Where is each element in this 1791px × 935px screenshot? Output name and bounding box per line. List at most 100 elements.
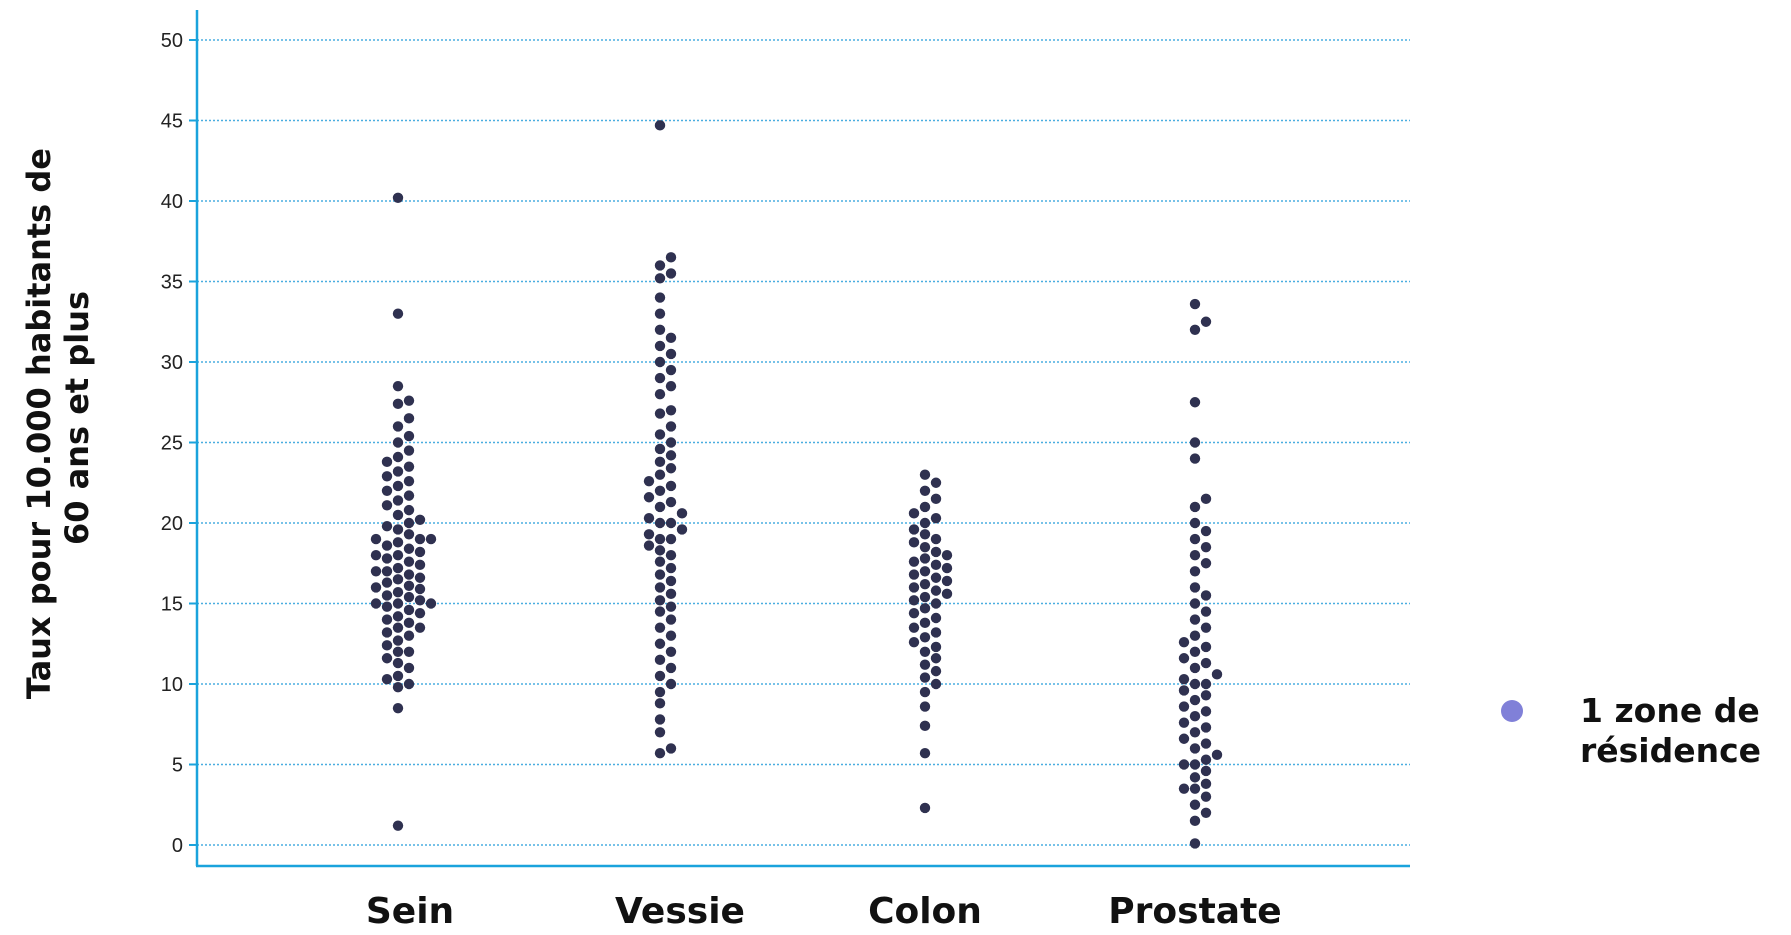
data-point-sein [392,437,404,448]
data-point-colon [919,529,931,540]
data-point-colon [919,541,931,553]
data-point-colon [919,469,931,480]
data-point-prostate [1200,738,1212,749]
data-point-sein [403,662,415,674]
data-point-sein [403,604,415,616]
y-tick-label: 5 [172,755,183,777]
data-point-sein [370,598,382,609]
data-point-sein [403,580,415,591]
data-point-sein [403,591,415,603]
data-point-colon [930,477,942,488]
data-point-colon [908,556,920,567]
data-point-prostate [1211,749,1223,761]
data-point-sein [392,587,404,598]
data-point-colon [930,546,942,558]
data-point-sein [403,504,415,516]
data-point-prostate [1178,673,1190,685]
data-point-sein [392,682,404,693]
data-point-prostate [1189,298,1201,310]
data-point-sein [381,553,393,564]
data-point-sein [381,577,393,588]
data-point-vessie [654,748,666,759]
data-point-colon [919,686,931,698]
y-axis-label: Taux pour 10.000 habitants de 60 ans et … [20,137,96,699]
data-point-vessie [665,380,677,392]
data-point-vessie [665,496,677,508]
data-point-prostate [1178,759,1190,770]
data-point-colon [930,641,942,653]
data-point-prostate [1189,566,1201,577]
data-point-sein [392,524,404,535]
data-point-vessie [654,469,666,480]
grid-lines [197,39,1410,846]
legend-label-line-2: résidence [1580,731,1761,770]
y-tick-label: 35 [161,272,183,294]
data-point-vessie [665,601,677,612]
data-point-colon [930,665,942,677]
data-point-sein [392,820,404,831]
data-point-colon [930,598,942,609]
data-point-vessie [665,678,677,690]
y-tick-label: 10 [161,674,183,696]
data-point-vessie [665,332,677,344]
data-point-prostate [1178,636,1190,648]
data-point-vessie [654,356,666,368]
data-point-sein [381,500,393,511]
data-point-vessie [654,686,666,698]
data-point-sein [414,572,426,583]
data-point-colon [908,508,920,519]
data-point-sein [381,540,393,551]
data-point-sein [414,595,426,606]
data-point-vessie [665,517,677,529]
data-point-colon [941,575,953,587]
data-point-sein [381,566,393,577]
data-point-sein [381,456,393,468]
data-point-colon [919,566,931,577]
data-point-prostate [1200,706,1212,717]
data-point-prostate [1189,437,1201,448]
data-point-vessie [654,556,666,567]
data-point-sein [414,546,426,558]
data-point-vessie [654,260,666,271]
data-point-sein [381,673,393,685]
data-point-sein [381,640,393,651]
data-point-colon [919,517,931,529]
data-point-vessie [654,429,666,440]
data-point-prostate [1189,517,1201,529]
data-point-sein [392,702,404,714]
data-point-vessie [676,524,688,535]
data-point-prostate [1189,662,1201,674]
data-point-sein [414,583,426,595]
data-point-vessie [654,714,666,725]
data-point-vessie [643,475,655,487]
data-point-sein [392,509,404,521]
data-point-vessie [654,606,666,617]
data-point-colon [930,678,942,690]
data-point-prostate [1189,815,1201,827]
legend-marker [1501,700,1523,722]
y-tick-label: 20 [161,513,183,535]
data-point-colon [919,748,931,759]
data-point-prostate [1189,727,1201,738]
data-point-vessie [665,533,677,545]
data-point-prostate [1200,590,1212,601]
data-point-vessie [654,670,666,682]
data-point-sein [392,421,404,432]
data-point-colon [919,701,931,712]
data-point-prostate [1200,807,1212,818]
data-point-vessie [654,485,666,496]
data-point-prostate [1189,550,1201,561]
data-point-colon [919,617,931,629]
data-point-vessie [665,421,677,432]
y-axis-label-line-2: 60 ans et plus [58,291,96,545]
data-point-sein [392,537,404,548]
data-point-sein [392,451,404,463]
data-point-colon [919,501,931,513]
data-point-sein [414,559,426,571]
data-point-prostate [1189,533,1201,545]
data-point-sein [392,635,404,646]
data-point-vessie [654,727,666,738]
data-point-colon [919,553,931,564]
data-point-colon [919,646,931,657]
